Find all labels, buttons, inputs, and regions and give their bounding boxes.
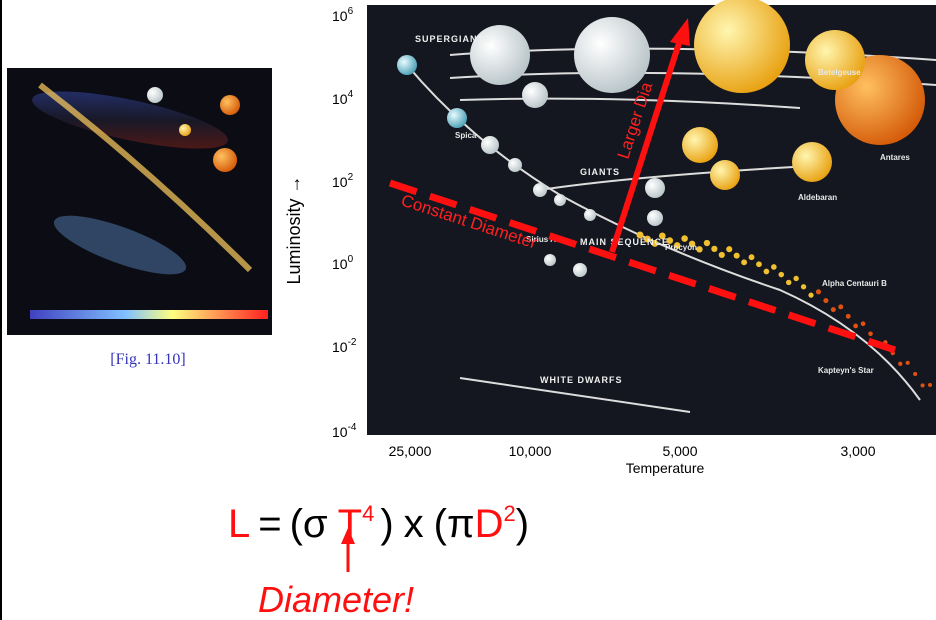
star-dot bbox=[861, 321, 866, 326]
star-sphere bbox=[694, 0, 790, 93]
y-tick-label: 104 bbox=[332, 89, 354, 107]
eq-part: (π bbox=[434, 502, 475, 546]
tick-base: 10 bbox=[332, 91, 348, 107]
star-sphere bbox=[544, 254, 556, 266]
star-dot bbox=[838, 304, 843, 309]
tick-base: 10 bbox=[332, 8, 348, 24]
y-tick-label: 10-4 bbox=[332, 422, 357, 440]
star-label: Spica bbox=[455, 131, 477, 140]
slide: [Fig. 11.10] SUPERGIANTS GIANTS MAIN SEQUE… bbox=[0, 0, 936, 620]
star-dot bbox=[793, 276, 798, 281]
star-dot bbox=[928, 383, 932, 387]
tick-exponent: 6 bbox=[348, 6, 354, 17]
tick-exponent: -2 bbox=[348, 337, 357, 348]
star-sphere bbox=[447, 108, 467, 128]
star-sphere bbox=[508, 158, 522, 172]
star-dot bbox=[786, 280, 791, 285]
star-dot bbox=[704, 240, 710, 246]
x-tick-label: 25,000 bbox=[389, 443, 432, 459]
tick-base: 10 bbox=[332, 424, 348, 440]
star-dot bbox=[734, 253, 740, 259]
eq-part: x bbox=[404, 502, 424, 546]
diameter-callout: Diameter! bbox=[258, 579, 414, 620]
tick-exponent: 2 bbox=[348, 172, 354, 183]
star-sphere bbox=[522, 82, 548, 108]
star-sphere bbox=[397, 55, 417, 75]
star-dot bbox=[853, 324, 858, 329]
star-sphere bbox=[682, 127, 718, 163]
star-dot bbox=[696, 246, 702, 252]
region-label: SUPERGIANTS bbox=[415, 34, 491, 44]
x-tick-label: 10,000 bbox=[509, 443, 552, 459]
star-dot bbox=[868, 331, 873, 336]
star-sphere bbox=[533, 183, 547, 197]
star-sphere bbox=[554, 194, 566, 206]
tick-exponent: 0 bbox=[348, 254, 354, 265]
star-dot bbox=[906, 361, 910, 365]
star-sphere bbox=[805, 30, 865, 90]
star-sphere bbox=[647, 210, 663, 226]
eq-part: D bbox=[475, 502, 504, 546]
star-dot bbox=[823, 298, 828, 303]
star-dot bbox=[921, 383, 925, 387]
star-dot bbox=[764, 269, 770, 275]
star-dot bbox=[741, 259, 747, 265]
eq-part: = bbox=[258, 502, 281, 546]
y-axis-title: Luminosity → bbox=[284, 175, 304, 284]
figure-caption: [Fig. 11.10] bbox=[110, 351, 185, 368]
star-sphere bbox=[710, 160, 740, 190]
tick-base: 10 bbox=[332, 339, 348, 355]
star-dot bbox=[846, 314, 851, 319]
star-dot bbox=[898, 362, 902, 366]
tick-exponent: 4 bbox=[348, 89, 354, 100]
eq-part: L bbox=[228, 502, 250, 546]
region-label: MAIN SEQUENCE bbox=[580, 237, 669, 247]
tick-base: 10 bbox=[332, 174, 348, 190]
star-dot bbox=[816, 289, 821, 294]
region-label: WHITE DWARFS bbox=[540, 375, 623, 385]
star-dot bbox=[756, 261, 762, 267]
star-label: Antares bbox=[880, 153, 910, 162]
eq-part: ) bbox=[516, 502, 529, 546]
star-sphere bbox=[481, 136, 499, 154]
star-dot bbox=[726, 246, 732, 252]
y-tick-label: 106 bbox=[332, 6, 354, 24]
star-label: Kapteyn's Star bbox=[818, 366, 874, 375]
tick-exponent: -4 bbox=[348, 422, 357, 433]
star-dot bbox=[771, 264, 777, 270]
region-label: GIANTS bbox=[580, 167, 620, 177]
star-dot bbox=[719, 252, 725, 258]
star-sphere bbox=[645, 178, 665, 198]
star-dot bbox=[681, 235, 688, 242]
x-tick-label: 3,000 bbox=[840, 443, 875, 459]
star-dot bbox=[779, 272, 785, 278]
star-dot bbox=[711, 246, 717, 252]
star-sphere bbox=[792, 142, 832, 182]
star-dot bbox=[808, 293, 813, 298]
y-tick-label: 102 bbox=[332, 172, 354, 190]
star-sphere bbox=[584, 209, 596, 221]
star-label: Aldebaran bbox=[798, 193, 837, 202]
eq-part: 4 bbox=[362, 501, 374, 526]
star-label: Betelgeuse bbox=[818, 68, 861, 77]
x-tick-label: 5,000 bbox=[662, 443, 697, 459]
star-dot bbox=[749, 254, 755, 260]
tick-base: 10 bbox=[332, 256, 348, 272]
star-sphere bbox=[573, 263, 587, 277]
star-label: Procyon bbox=[665, 243, 697, 252]
thumbnail-figure bbox=[7, 68, 272, 335]
eq-part: 2 bbox=[503, 501, 515, 526]
y-tick-label: 100 bbox=[332, 254, 354, 272]
star-dot bbox=[913, 372, 917, 376]
x-axis-title: Temperature bbox=[626, 460, 705, 476]
y-tick-label: 10-2 bbox=[332, 337, 357, 355]
eq-part: ) bbox=[380, 502, 393, 546]
star-dot bbox=[831, 307, 836, 312]
star-dot bbox=[801, 284, 806, 289]
eq-part: (σ bbox=[290, 502, 328, 546]
star-label: Alpha Centauri B bbox=[822, 279, 887, 288]
